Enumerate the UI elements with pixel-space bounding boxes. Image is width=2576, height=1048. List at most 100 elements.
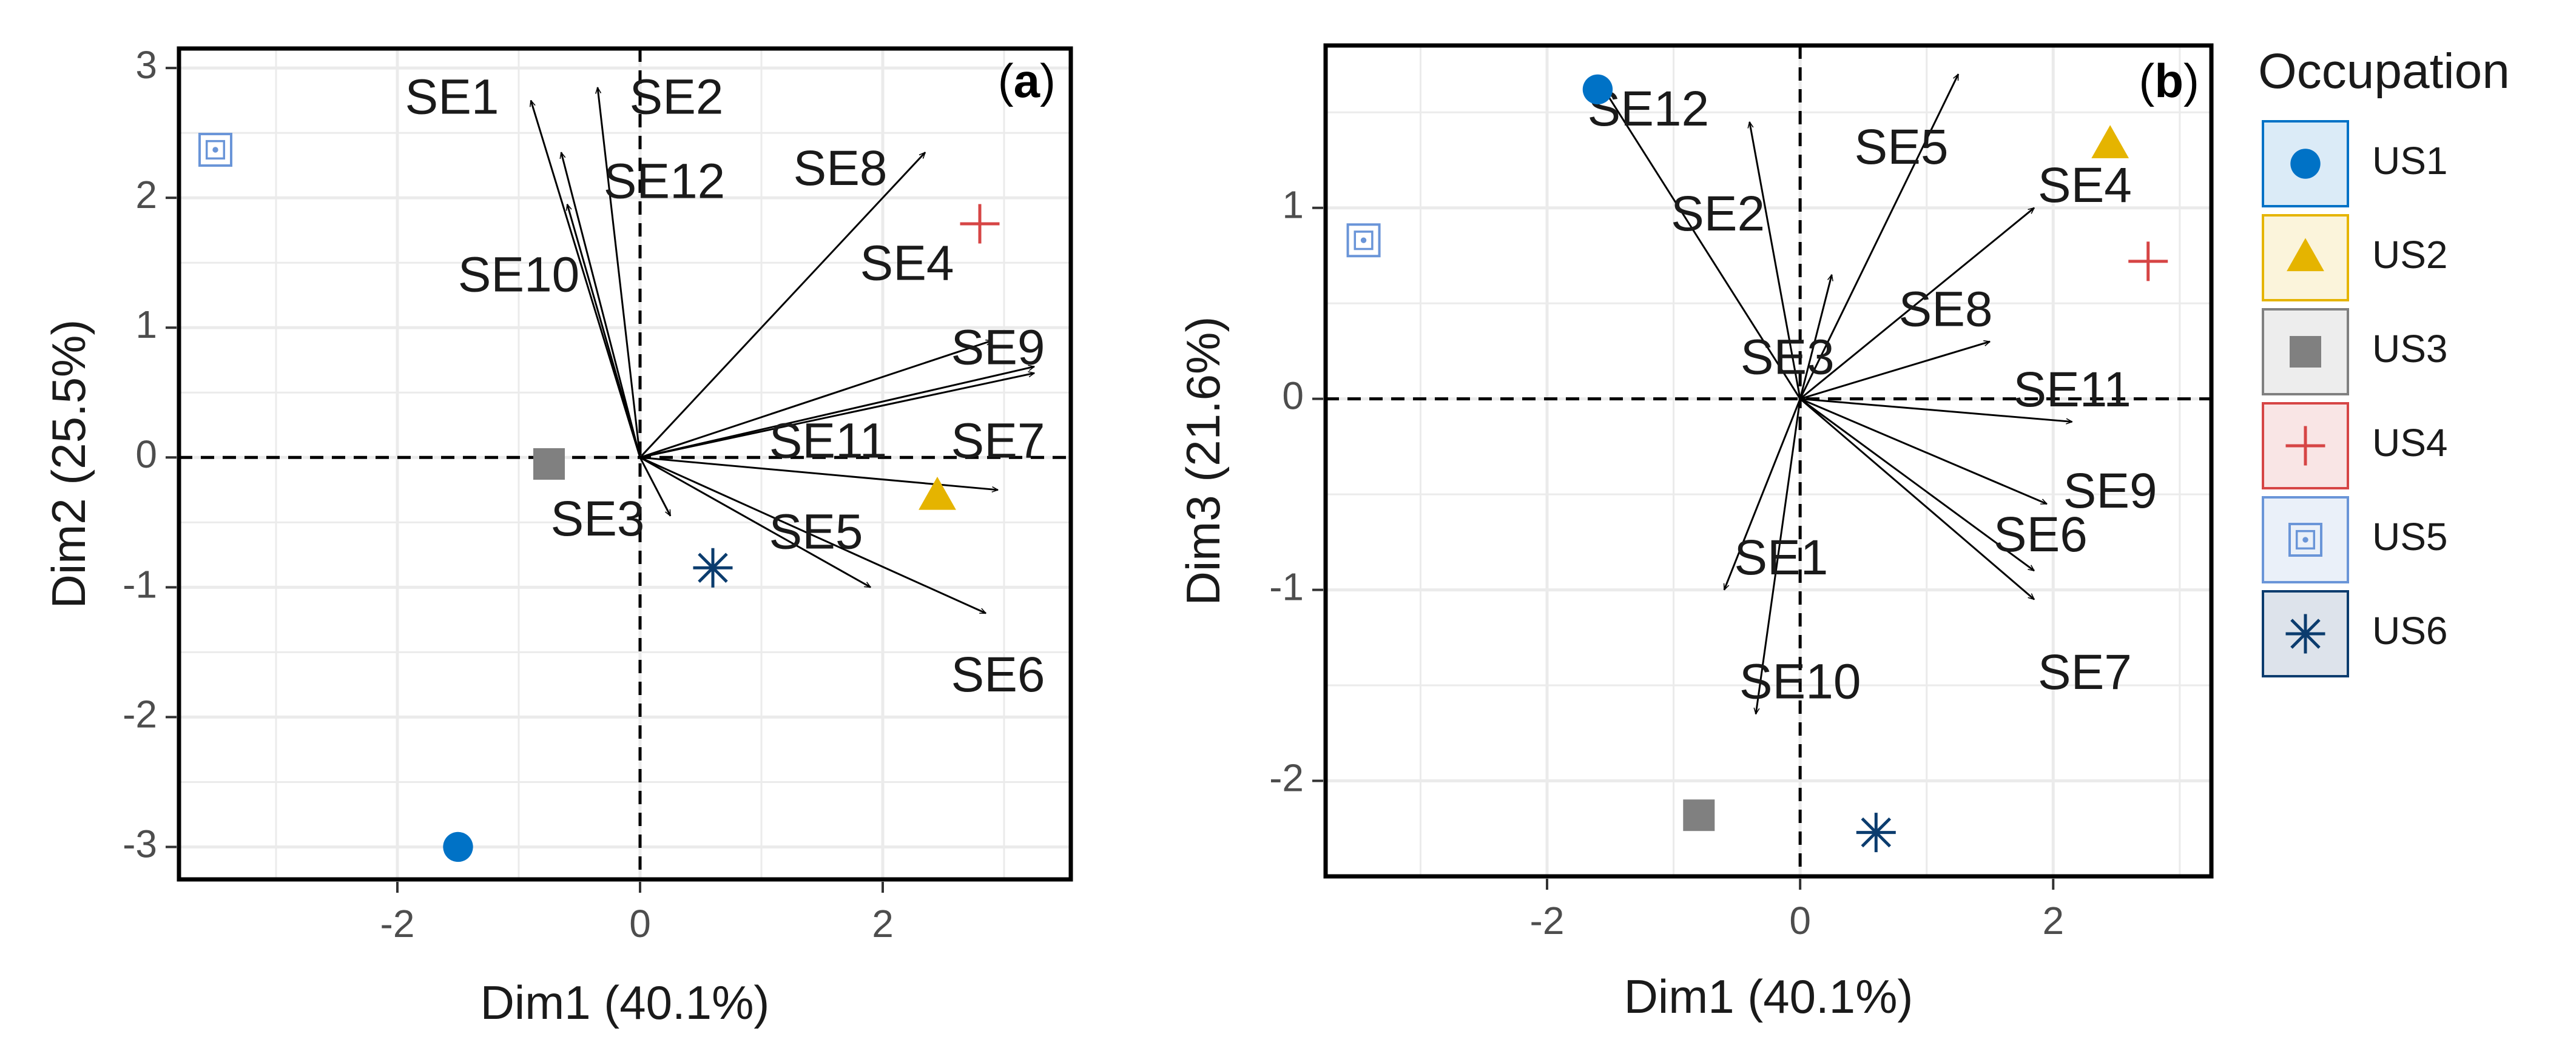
- variable-arrow-se1: [1723, 398, 1801, 590]
- variable-label-se10: SE10: [458, 247, 580, 303]
- variable-arrow-se5: [1799, 74, 1960, 400]
- legend-key-asterisk: [2285, 614, 2325, 654]
- legend-entry-us5: US5: [2262, 496, 2448, 583]
- x-tick-label: -2: [1530, 899, 1565, 942]
- point-us3: [1683, 799, 1715, 831]
- point-us2: [2091, 125, 2129, 158]
- variable-arrow-se6: [1799, 398, 2034, 572]
- variable-arrow-se1: [531, 101, 641, 458]
- legend-key-circle: [2290, 149, 2321, 179]
- panel-b: SE12SE5SE4SE2SE8SE3SE11SE9SE6SE1SE7SE10 …: [1176, 43, 2214, 1023]
- variable-label-se3: SE3: [551, 491, 645, 546]
- y-tick-label: 0: [1282, 374, 1304, 418]
- variable-arrow-se9: [639, 373, 1034, 458]
- variable-arrow-se7: [1799, 398, 2034, 600]
- panel-b-individuals: [1346, 74, 2168, 853]
- legend-key-triangle: [2287, 238, 2324, 272]
- variable-label-se2: SE2: [630, 69, 724, 124]
- y-tick-label: 1: [135, 303, 157, 346]
- point-us1: [443, 831, 473, 862]
- variable-label-se4: SE4: [860, 235, 954, 291]
- legend-title: Occupation: [2258, 44, 2510, 99]
- y-tick-label: -2: [123, 692, 157, 736]
- variable-arrow-se9: [1799, 398, 2047, 505]
- panel-b-reference-lines: [1326, 45, 2211, 876]
- variable-arrow-se10: [1756, 398, 1801, 714]
- point-us6: [693, 548, 733, 588]
- variable-arrow-se12: [561, 152, 641, 458]
- legend-label: US3: [2372, 327, 2448, 371]
- legend-label: US5: [2372, 515, 2448, 559]
- x-tick-label: 2: [872, 902, 894, 946]
- x-tick-label: -2: [380, 902, 415, 946]
- point-us1: [1582, 74, 1613, 105]
- variable-label-se1: SE1: [405, 69, 499, 124]
- variable-label-se6: SE6: [1994, 507, 2088, 562]
- y-tick-label: -1: [1269, 565, 1304, 608]
- y-tick-label: 0: [135, 432, 157, 476]
- legend-label: US6: [2372, 609, 2448, 653]
- panel-b-x-axis-title: Dim1 (40.1%): [1624, 970, 1913, 1023]
- point-us6: [1856, 813, 1896, 853]
- y-tick-label: 1: [1282, 183, 1304, 227]
- variable-arrow-se5: [639, 456, 871, 588]
- variable-arrow-se8: [639, 152, 925, 458]
- legend: Occupation US1 US2 US3 US4 US5 US6: [2258, 44, 2510, 677]
- x-tick-label: 2: [2042, 899, 2064, 942]
- panel-a-label: (a): [998, 54, 1056, 107]
- legend-entry-us4: US4: [2262, 402, 2448, 489]
- y-tick-label: 3: [135, 43, 157, 87]
- legend-entries: US1 US2 US3 US4 US5 US6: [2262, 120, 2448, 677]
- panel-a-y-axis-title: Dim2 (25.5%): [42, 320, 95, 609]
- variable-label-se4: SE4: [2038, 158, 2132, 213]
- variable-arrow-se12: [1603, 89, 1801, 400]
- variable-label-se5: SE5: [769, 504, 863, 559]
- variable-arrow-se2: [1750, 122, 1801, 399]
- variable-label-se1: SE1: [1734, 530, 1828, 585]
- legend-entry-us1: US1: [2262, 120, 2448, 207]
- panel-b-arrows: [1603, 74, 2072, 714]
- variable-arrow-se6: [639, 456, 986, 614]
- legend-label: US2: [2372, 233, 2448, 277]
- panel-b-x-ticks: -2 0 2: [1530, 879, 2064, 942]
- point-us2: [919, 477, 956, 510]
- variable-label-se7: SE7: [951, 414, 1045, 469]
- variable-label-se7: SE7: [2038, 645, 2132, 700]
- variable-label-se8: SE8: [794, 141, 888, 196]
- variable-arrow-se8: [1799, 341, 1990, 400]
- x-tick-label: 0: [629, 902, 651, 946]
- variable-label-se9: SE9: [2063, 463, 2157, 519]
- variable-arrow-se11: [639, 366, 1034, 458]
- legend-key-square-dot: [2288, 523, 2322, 557]
- variable-arrow-se11: [1800, 398, 2072, 422]
- y-tick-label: -2: [1269, 756, 1304, 799]
- variable-label-se12: SE12: [604, 153, 726, 209]
- panel-a-x-ticks: -2 0 2: [380, 882, 894, 946]
- variable-label-se11: SE11: [2013, 362, 2131, 417]
- legend-key-plus: [2285, 426, 2325, 466]
- legend-key-square: [2290, 336, 2321, 368]
- panel-a-y-ticks: -3 -2 -1 0 1 2 3: [123, 43, 177, 865]
- variable-arrow-se3: [639, 457, 672, 516]
- panel-a-variable-labels: SE1 SE2 SE12 SE10 SE8 SE4 SE9 SE11 SE7 SE3 SE5 SE6: [405, 69, 1045, 702]
- variable-label-se3: SE3: [1741, 329, 1835, 385]
- variable-arrow-se2: [598, 87, 641, 458]
- y-tick-label: -1: [123, 562, 157, 606]
- panel-a-plot-border: [177, 46, 1073, 882]
- point-us5: [198, 132, 232, 167]
- point-us5: [1346, 223, 1381, 258]
- legend-entry-us3: US3: [2262, 308, 2448, 395]
- legend-label: US1: [2372, 139, 2448, 183]
- point-us4: [2128, 241, 2168, 281]
- variable-arrow-se4: [639, 341, 992, 458]
- panel-b-y-axis-title: Dim3 (21.6%): [1176, 317, 1230, 606]
- variable-label-se6: SE6: [951, 647, 1045, 702]
- panel-b-label: (b): [2139, 54, 2199, 107]
- panel-a-x-axis-title: Dim1 (40.1%): [480, 976, 770, 1029]
- legend-label: US4: [2372, 421, 2448, 465]
- panel-a-individuals: [198, 132, 1000, 862]
- panel-b-plot-border: [1323, 43, 2214, 879]
- legend-entry-us6: US6: [2262, 590, 2448, 677]
